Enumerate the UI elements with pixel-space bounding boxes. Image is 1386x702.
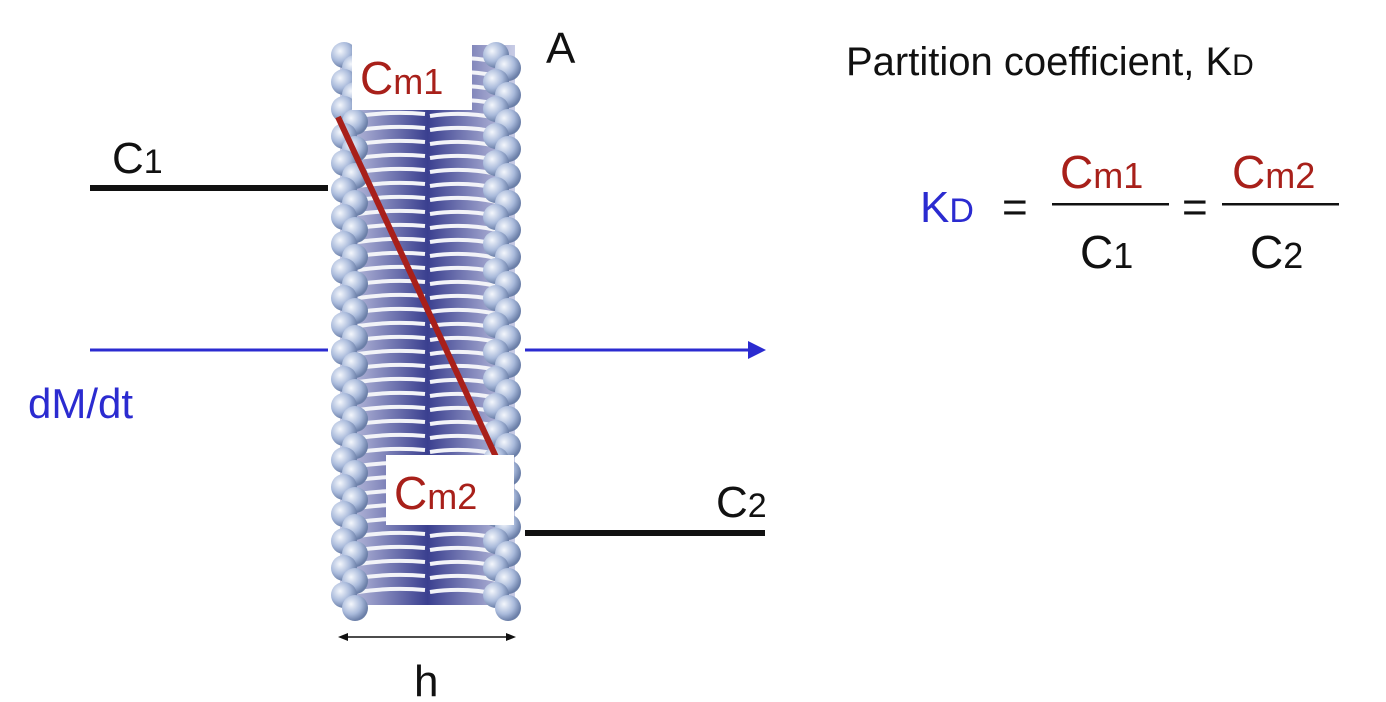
c1-concentration-line — [90, 185, 328, 191]
flux-label: dM/dt — [28, 380, 133, 427]
numerator-1: Cm1 — [1060, 146, 1143, 198]
lipid-tail — [357, 348, 426, 356]
phospholipid-heads — [331, 42, 521, 621]
phospholipid-head — [342, 595, 368, 621]
lipid-bilayer — [331, 42, 521, 621]
lipid-tail — [357, 208, 426, 216]
denominator-1: C1 — [1080, 226, 1133, 278]
lipid-tail — [357, 320, 426, 328]
equals-sign: = — [1182, 183, 1208, 232]
lipid-tail — [357, 376, 426, 384]
flux-arrow — [90, 341, 766, 359]
lipid-tail — [429, 307, 498, 316]
lipid-tail — [357, 264, 426, 272]
lipid-tail — [357, 404, 426, 412]
c1-label: C1 — [112, 134, 163, 183]
equation-title: Partition coefficient, KD — [846, 40, 1254, 84]
cm1-label: Cm1 — [360, 52, 443, 104]
thickness-arrow — [338, 633, 516, 641]
thickness-label: h — [414, 657, 438, 702]
lipid-tail — [429, 279, 498, 288]
fraction-bar-1 — [1052, 203, 1169, 206]
numerator-2: Cm2 — [1232, 146, 1315, 198]
equals-sign: = — [1002, 183, 1028, 232]
c2-concentration-line — [525, 530, 765, 536]
denominator-2: C2 — [1250, 226, 1303, 278]
partition-equation: KD = Cm1 C1 = Cm2 C2 — [920, 146, 1339, 278]
area-label: A — [546, 24, 576, 73]
kd-symbol: KD — [920, 183, 974, 232]
cm2-label: Cm2 — [394, 467, 477, 519]
fraction-bar-2 — [1222, 203, 1339, 206]
lipid-tail — [429, 251, 498, 260]
lipid-tail — [357, 586, 426, 594]
membrane-gradient-line — [335, 115, 506, 474]
phospholipid-head — [495, 595, 521, 621]
c2-label: C2 — [716, 478, 767, 527]
